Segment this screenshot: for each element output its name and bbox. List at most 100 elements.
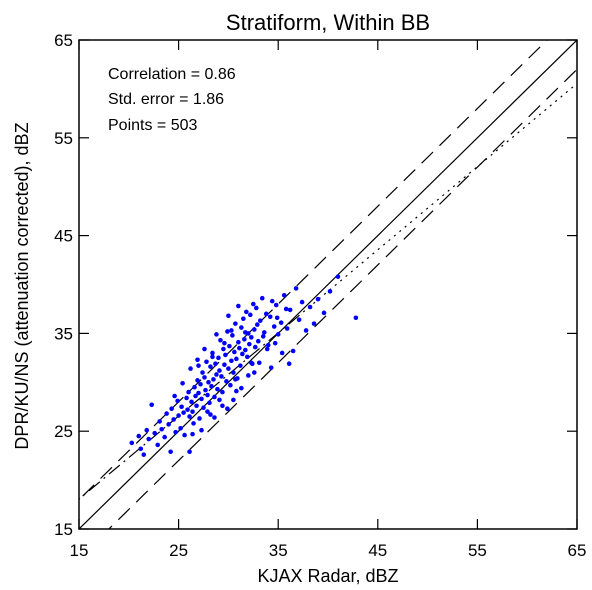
data-point — [233, 377, 238, 382]
x-axis-title: KJAX Radar, dBZ — [257, 566, 398, 586]
data-point — [138, 446, 144, 452]
data-point — [187, 449, 192, 455]
data-point — [141, 452, 147, 457]
data-point — [206, 380, 211, 385]
data-point — [129, 440, 135, 446]
data-point — [271, 324, 277, 329]
data-point — [252, 344, 258, 350]
data-point — [182, 432, 187, 438]
data-point — [259, 295, 265, 301]
data-point — [272, 340, 278, 346]
y-tick-label: 35 — [54, 324, 73, 343]
data-point — [267, 314, 273, 320]
data-point — [231, 370, 236, 375]
data-point — [202, 346, 207, 352]
data-point — [261, 330, 267, 335]
y-tick-label: 65 — [54, 31, 73, 50]
data-point — [225, 406, 230, 412]
data-point — [268, 365, 274, 370]
data-point — [152, 430, 157, 436]
data-point — [176, 413, 181, 418]
data-point — [229, 358, 234, 364]
data-point — [200, 370, 205, 375]
data-point — [212, 394, 217, 400]
data-point — [199, 427, 204, 433]
data-point — [251, 370, 257, 375]
x-tick-label: 65 — [568, 541, 587, 560]
data-point — [192, 384, 197, 390]
data-point — [187, 414, 192, 419]
data-point — [290, 348, 296, 354]
data-point — [178, 425, 183, 431]
data-point — [190, 409, 195, 414]
data-point — [198, 381, 203, 387]
data-point — [307, 304, 313, 310]
data-point — [223, 352, 228, 358]
data-point — [237, 345, 242, 351]
data-point — [217, 397, 222, 403]
chart-title: Stratiform, Within BB — [226, 10, 430, 35]
y-axis-title: DPR/KU/NS (attenuation corrected), dBZ — [12, 122, 32, 449]
data-point — [269, 298, 275, 304]
data-point — [230, 333, 235, 338]
y-tick-label: 15 — [54, 520, 73, 539]
data-point — [197, 416, 202, 421]
data-point — [225, 329, 230, 334]
data-point — [239, 325, 244, 330]
data-point — [195, 357, 200, 363]
data-point — [243, 347, 248, 353]
data-point — [236, 303, 241, 309]
data-point — [311, 321, 317, 326]
data-point — [279, 350, 285, 356]
data-point — [169, 406, 174, 412]
data-point — [214, 332, 219, 337]
data-point — [293, 286, 299, 291]
data-point — [195, 378, 200, 383]
correlation-stat: Correlation = 0.86 — [108, 66, 236, 83]
data-point — [185, 407, 190, 412]
data-point — [204, 359, 209, 365]
data-point — [149, 402, 155, 408]
data-point — [199, 396, 204, 402]
data-point — [247, 341, 252, 347]
data-point — [232, 349, 237, 355]
data-point — [203, 387, 208, 393]
data-point — [188, 366, 193, 371]
data-point — [218, 337, 223, 343]
data-point — [241, 316, 246, 322]
data-point — [173, 429, 178, 435]
data-point — [281, 292, 287, 298]
data-point — [208, 412, 213, 417]
x-tick-label: 55 — [468, 541, 487, 560]
data-point — [193, 393, 198, 399]
data-point — [190, 431, 195, 437]
data-point — [296, 317, 302, 323]
data-point — [240, 351, 245, 357]
data-point — [201, 405, 206, 411]
data-point — [189, 399, 194, 405]
data-point — [214, 372, 219, 377]
data-point — [222, 340, 227, 346]
data-point — [265, 342, 271, 348]
data-point — [210, 350, 215, 356]
data-point — [164, 411, 169, 416]
y-tick-label: 55 — [54, 129, 73, 148]
data-point — [278, 320, 284, 325]
x-axis: 15 25 35 45 55 65 — [70, 40, 587, 560]
data-point — [234, 356, 239, 362]
x-tick-label: 15 — [70, 541, 89, 560]
data-point — [216, 355, 221, 361]
data-point — [168, 449, 173, 455]
data-point — [327, 289, 333, 294]
data-point — [335, 274, 341, 279]
data-point — [217, 368, 222, 373]
data-point — [256, 360, 262, 366]
data-point — [263, 311, 269, 317]
data-point — [222, 362, 227, 367]
data-point — [212, 415, 217, 420]
data-point — [211, 377, 216, 382]
data-point — [243, 330, 248, 335]
data-point — [321, 310, 327, 316]
data-point — [208, 364, 213, 369]
